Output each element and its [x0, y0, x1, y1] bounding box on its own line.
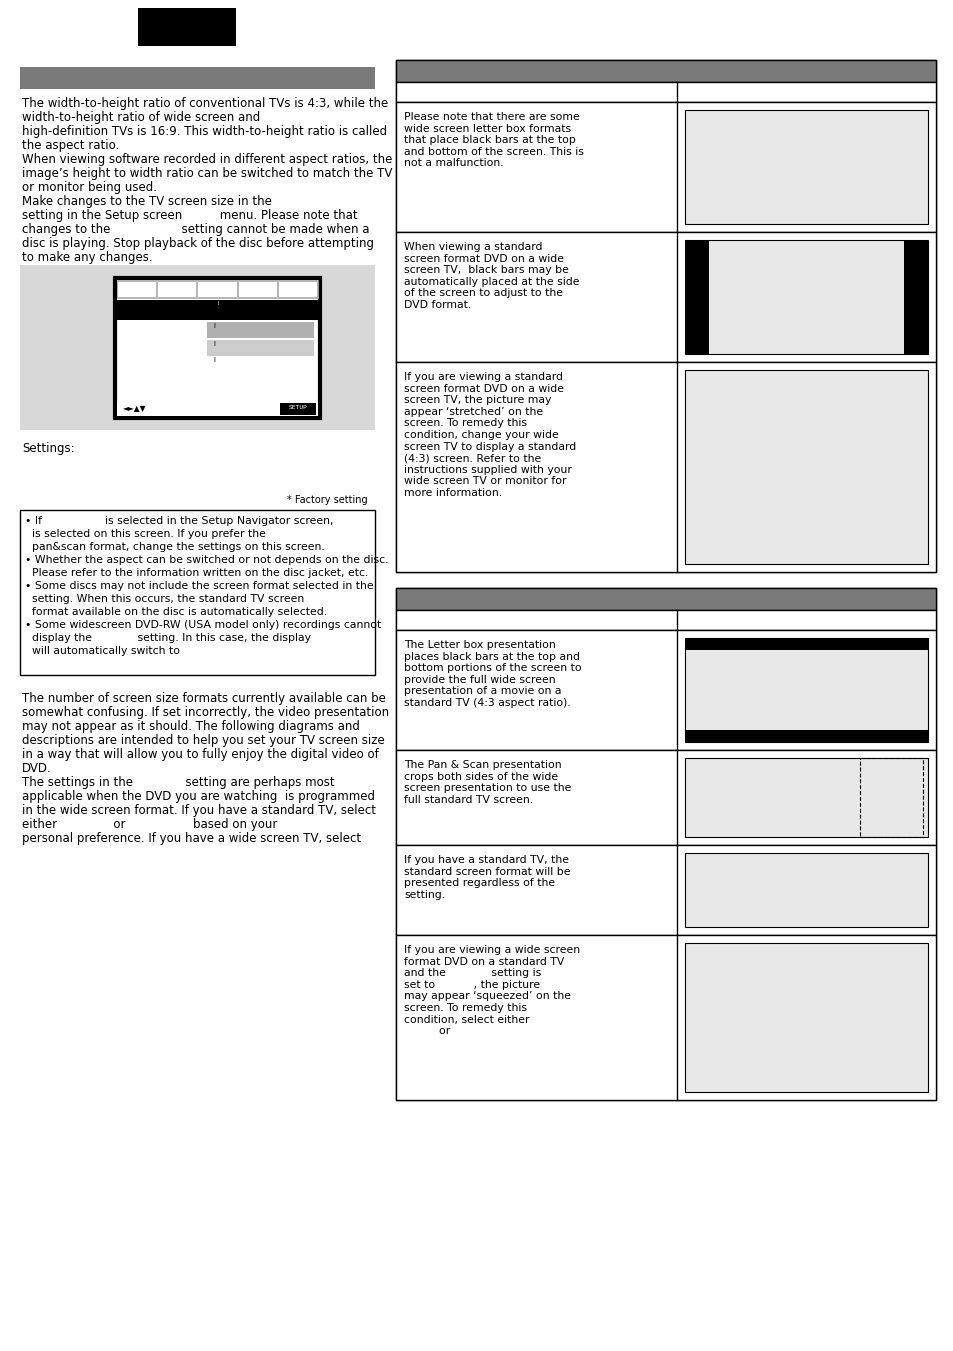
Text: somewhat confusing. If set incorrectly, the video presentation: somewhat confusing. If set incorrectly, … [22, 707, 389, 719]
Text: disc is playing. Stop playback of the disc before attempting: disc is playing. Stop playback of the di… [22, 236, 374, 250]
Text: changes to the                   setting cannot be made when a: changes to the setting cannot be made wh… [22, 223, 369, 236]
Text: The width-to-height ratio of conventional TVs is 4:3, while the: The width-to-height ratio of conventiona… [22, 97, 388, 109]
Text: • If                  is selected in the Setup Navigator screen,: • If is selected in the Setup Navigator … [25, 516, 334, 526]
Text: applicable when the DVD you are watching  is programmed: applicable when the DVD you are watching… [22, 790, 375, 802]
Text: Please refer to the information written on the disc jacket, etc.: Please refer to the information written … [25, 567, 368, 578]
Bar [684, 758, 927, 838]
Text: If you are viewing a standard
screen format DVD on a wide
screen TV, the picture: If you are viewing a standard screen for… [403, 372, 576, 499]
Bar [117, 281, 156, 297]
Bar [117, 300, 317, 320]
Bar [395, 362, 935, 571]
Text: setting in the Setup screen          menu. Please note that: setting in the Setup screen menu. Please… [22, 209, 357, 222]
Bar [237, 281, 276, 297]
Text: The Letter box presentation
places black bars at the top and
bottom portions of : The Letter box presentation places black… [403, 640, 581, 708]
Text: ◄►▲▼: ◄►▲▼ [123, 404, 147, 413]
Text: Please note that there are some
wide screen letter box formats
that place black : Please note that there are some wide scr… [403, 112, 583, 169]
Text: or monitor being used.: or monitor being used. [22, 181, 157, 195]
Text: * Factory setting: * Factory setting [287, 494, 368, 505]
Bar [395, 101, 935, 232]
Text: • Some discs may not include the screen format selected in the: • Some discs may not include the screen … [25, 581, 374, 590]
Text: setting. When this occurs, the standard TV screen: setting. When this occurs, the standard … [25, 594, 304, 604]
Text: • Some widescreen DVD-RW (USA model only) recordings cannot: • Some widescreen DVD-RW (USA model only… [25, 620, 381, 630]
Bar [684, 240, 927, 354]
Text: pan&scan format, change the settings on this screen.: pan&scan format, change the settings on … [25, 542, 324, 553]
Bar [207, 340, 314, 357]
Text: personal preference. If you have a wide screen TV, select: personal preference. If you have a wide … [22, 832, 361, 844]
Bar [395, 630, 935, 750]
Text: may not appear as it should. The following diagrams and: may not appear as it should. The followi… [22, 720, 359, 734]
Text: to make any changes.: to make any changes. [22, 251, 152, 263]
Text: in the wide screen format. If you have a standard TV, select: in the wide screen format. If you have a… [22, 804, 375, 817]
Bar [395, 588, 935, 611]
Bar [684, 638, 927, 742]
Bar [197, 281, 236, 297]
Bar [277, 281, 316, 297]
Bar [117, 403, 317, 416]
Text: When viewing software recorded in different aspect ratios, the: When viewing software recorded in differ… [22, 153, 392, 166]
Text: format available on the disc is automatically selected.: format available on the disc is automati… [25, 607, 327, 617]
Bar [20, 68, 375, 89]
Text: Settings:: Settings: [22, 442, 74, 455]
Bar [902, 240, 927, 354]
Text: descriptions are intended to help you set your TV screen size: descriptions are intended to help you se… [22, 734, 384, 747]
Text: The Pan & Scan presentation
crops both sides of the wide
screen presentation to : The Pan & Scan presentation crops both s… [403, 761, 571, 805]
Bar [395, 750, 935, 844]
Text: image’s height to width ratio can be switched to match the TV: image’s height to width ratio can be swi… [22, 168, 392, 180]
Bar [684, 730, 927, 742]
Text: in a way that will allow you to fully enjoy the digital video of: in a way that will allow you to fully en… [22, 748, 378, 761]
Text: SETUP: SETUP [289, 405, 307, 409]
Text: • Whether the aspect can be switched or not depends on the disc.: • Whether the aspect can be switched or … [25, 555, 388, 565]
Bar [20, 509, 375, 676]
Bar [395, 588, 935, 1100]
Bar [684, 943, 927, 1092]
Bar [138, 8, 235, 46]
Text: DVD.: DVD. [22, 762, 51, 775]
Bar [20, 265, 375, 430]
Bar [684, 852, 927, 927]
Bar [117, 280, 317, 299]
Text: will automatically switch to: will automatically switch to [25, 646, 180, 657]
Text: If you are viewing a wide screen
format DVD on a standard TV
and the            : If you are viewing a wide screen format … [403, 944, 579, 1036]
Bar [115, 278, 319, 417]
Text: The number of screen size formats currently available can be: The number of screen size formats curren… [22, 692, 385, 705]
Bar [395, 844, 935, 935]
Bar [157, 281, 196, 297]
Text: l: l [213, 357, 215, 363]
Bar [859, 758, 923, 838]
Text: When viewing a standard
screen format DVD on a wide
screen TV,  black bars may b: When viewing a standard screen format DV… [403, 242, 578, 309]
Text: l: l [213, 323, 215, 330]
Bar [395, 59, 935, 82]
Bar [395, 935, 935, 1100]
Bar [395, 82, 935, 101]
Bar [280, 403, 315, 415]
Text: l: l [213, 340, 215, 347]
Bar [684, 370, 927, 563]
Bar [207, 322, 314, 338]
Text: the aspect ratio.: the aspect ratio. [22, 139, 119, 153]
Bar [395, 232, 935, 362]
Bar [395, 611, 935, 630]
Text: either               or                  based on your: either or based on your [22, 817, 277, 831]
Text: l: l [217, 301, 219, 305]
Text: high-definition TVs is 16:9. This width-to-height ratio is called: high-definition TVs is 16:9. This width-… [22, 126, 387, 138]
Bar [395, 59, 935, 571]
Text: width-to-height ratio of wide screen and: width-to-height ratio of wide screen and [22, 111, 260, 124]
Text: Make changes to the TV screen size in the: Make changes to the TV screen size in th… [22, 195, 272, 208]
Text: The settings in the              setting are perhaps most: The settings in the setting are perhaps … [22, 775, 335, 789]
Text: If you have a standard TV, the
standard screen format will be
presented regardle: If you have a standard TV, the standard … [403, 855, 570, 900]
Text: display the             setting. In this case, the display: display the setting. In this case, the d… [25, 634, 311, 643]
Text: is selected on this screen. If you prefer the: is selected on this screen. If you prefe… [25, 530, 266, 539]
Bar [684, 638, 927, 650]
Bar [684, 240, 708, 354]
Bar [684, 109, 927, 224]
